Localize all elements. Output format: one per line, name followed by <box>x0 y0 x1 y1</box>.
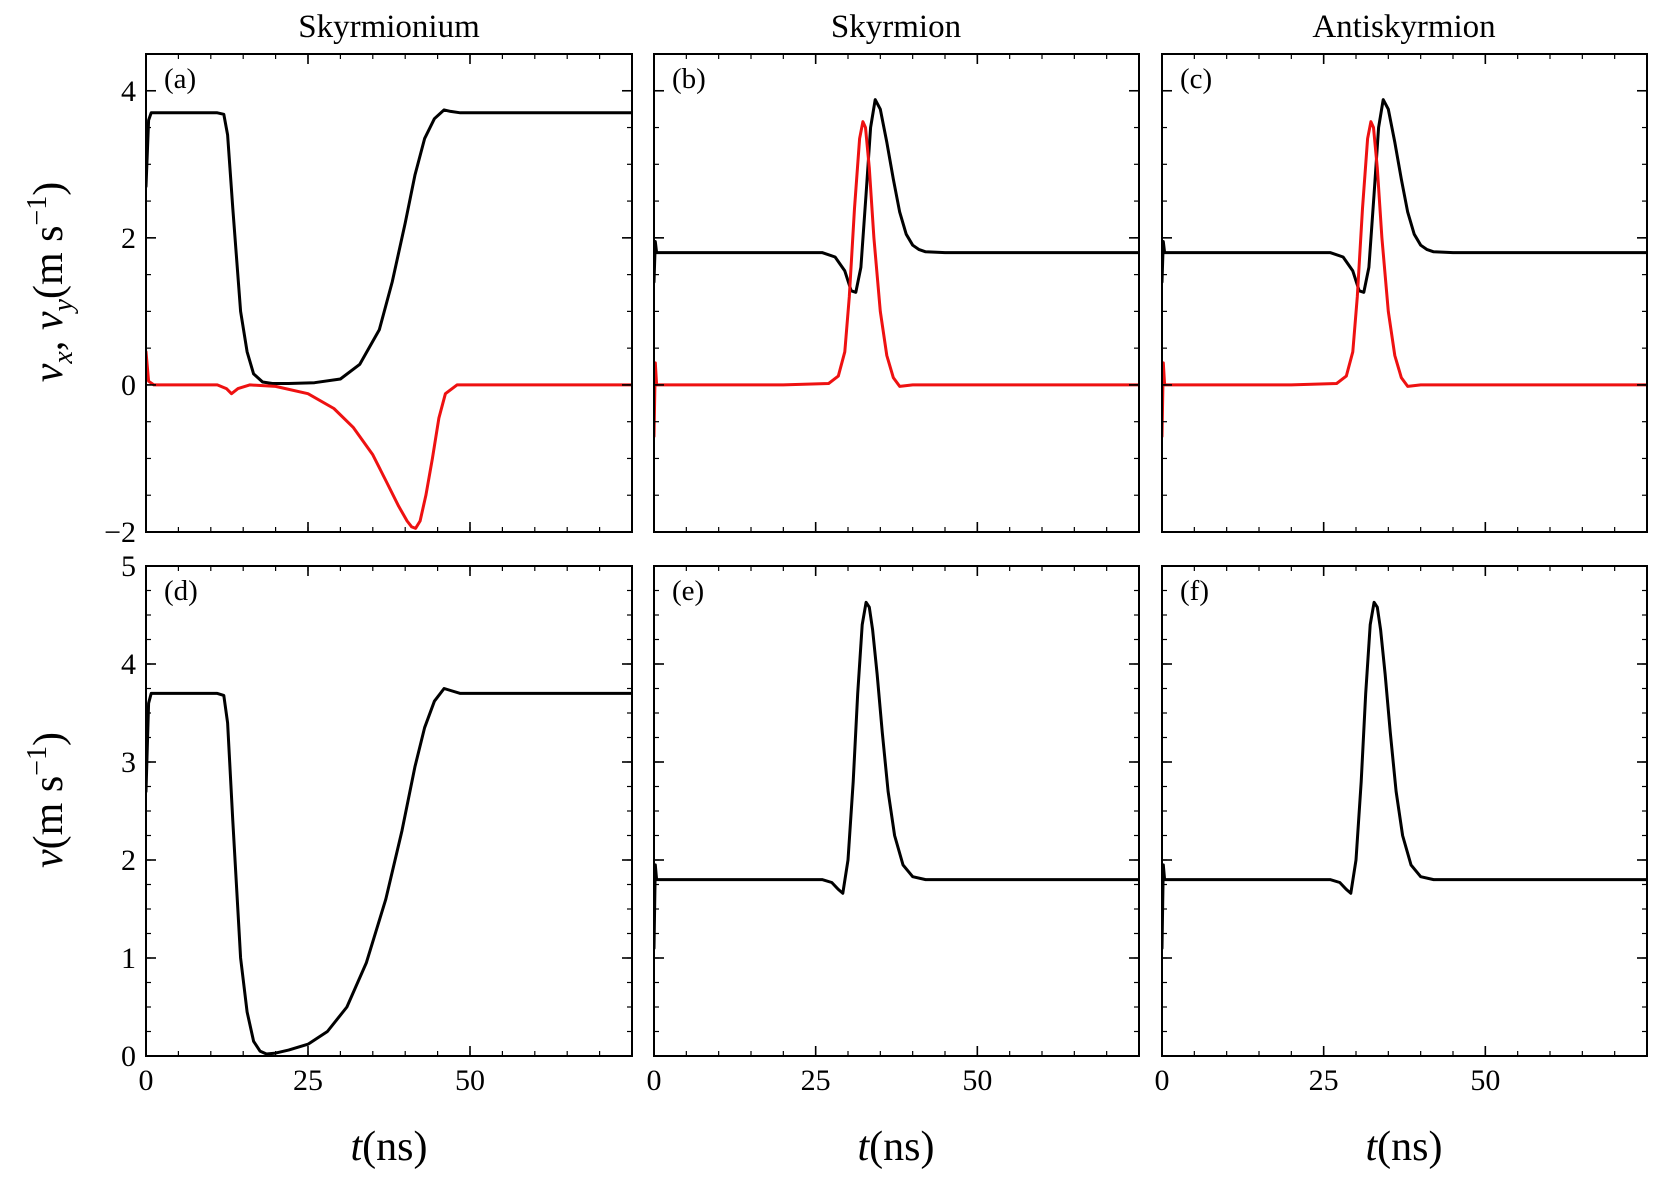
panel-label-b: (b) <box>672 63 706 95</box>
y-tick-label: 0 <box>121 369 136 402</box>
y-label-bottom-unit-exp: −1 <box>22 746 53 776</box>
y-label-top-unit-close: ) <box>26 182 72 196</box>
y-label-bottom-v: v <box>26 849 72 868</box>
panel-c: (c) <box>1161 53 1648 533</box>
series-line-red-b <box>654 120 1139 438</box>
series-line-black-b <box>654 98 1139 294</box>
plot-frame <box>653 53 1140 533</box>
plot-frame <box>1161 53 1648 533</box>
column-title-skyrmionium: Skyrmionium <box>298 9 480 45</box>
y-tick-label: 5 <box>121 550 136 583</box>
panel-d: 0 25 50 0 1 2 3 4 5 (d) <box>121 550 633 1097</box>
series-line-black-c <box>1162 98 1647 294</box>
y-tick-label: 2 <box>121 222 136 255</box>
series-line-black-a <box>146 108 632 385</box>
x-tick-label: 25 <box>801 1064 831 1097</box>
x-tick-label: 0 <box>1155 1064 1170 1097</box>
plot-frame <box>145 565 633 1057</box>
panel-b: (b) <box>653 53 1140 533</box>
x-label-unit: (ns) <box>1377 1124 1442 1170</box>
x-label-t: t <box>858 1124 871 1170</box>
y-label-top-v1: v <box>26 363 72 382</box>
panel-f: 0 25 50 (f) <box>1155 565 1648 1097</box>
y-label-top-sep: , <box>26 330 72 351</box>
x-tick-label: 25 <box>1309 1064 1339 1097</box>
panel-e: 0 25 50 (e) <box>647 565 1140 1097</box>
series-line-black-e <box>654 600 1139 950</box>
plot-frame <box>653 565 1140 1057</box>
x-label-unit: (ns) <box>362 1124 427 1170</box>
column-title-skyrmion: Skyrmion <box>831 9 961 45</box>
panel-a: −2 0 2 4 (a) <box>104 53 633 549</box>
series-line-red-a <box>146 350 632 530</box>
y-tick-label: 4 <box>121 75 136 108</box>
x-axis-label-col1: t(ns) <box>351 1124 428 1170</box>
x-axis-label-col3: t(ns) <box>1366 1124 1443 1170</box>
y-label-top-unit-exp: −1 <box>22 196 53 226</box>
x-label-unit: (ns) <box>869 1124 934 1170</box>
y-label-top-unit-open: (m s <box>26 226 72 300</box>
plot-frame <box>1161 565 1648 1057</box>
series-line-red-c <box>1162 120 1647 438</box>
panel-label-a: (a) <box>164 63 196 95</box>
panel-label-c: (c) <box>1180 63 1212 95</box>
y-tick-label: 0 <box>121 1040 136 1073</box>
panel-label-d: (d) <box>164 575 198 607</box>
x-tick-label: 0 <box>647 1064 662 1097</box>
y-label-top-v2: v <box>26 311 72 330</box>
y-tick-label: 3 <box>121 746 136 779</box>
panel-label-f: (f) <box>1180 575 1209 607</box>
panels: −2 0 2 4 (a) (b) (c) 0 25 50 0 1 2 3 4 5 (d) 0 25 50 (e) 0 25 5… <box>104 53 1648 1097</box>
x-tick-label: 0 <box>139 1064 154 1097</box>
x-tick-label: 50 <box>1470 1064 1500 1097</box>
y-tick-label: 2 <box>121 844 136 877</box>
y-label-bottom-unit-open: (m s <box>26 776 72 850</box>
y-axis-label-bottom: v(m s−1) <box>22 732 72 868</box>
x-axis-label-col2: t(ns) <box>858 1124 935 1170</box>
column-title-antiskyrmion: Antiskyrmion <box>1312 9 1495 45</box>
y-tick-label: 1 <box>121 942 136 975</box>
x-tick-label: 50 <box>962 1064 992 1097</box>
series-line-black-f <box>1162 600 1647 950</box>
y-label-top-sub-y: y <box>48 298 79 314</box>
y-label-bottom-unit-close: ) <box>26 732 72 746</box>
y-tick-label: 4 <box>121 648 136 681</box>
y-label-top-sub-x: x <box>48 351 79 365</box>
panel-label-e: (e) <box>672 575 704 607</box>
x-label-t: t <box>1366 1124 1379 1170</box>
plot-frame <box>145 53 633 533</box>
series-line-black-d <box>146 687 632 1056</box>
y-tick-label: −2 <box>104 516 136 549</box>
x-tick-label: 50 <box>455 1064 485 1097</box>
x-label-t: t <box>351 1124 364 1170</box>
y-axis-label-top: vx, vy(m s−1) <box>22 182 79 382</box>
x-tick-label: 25 <box>293 1064 323 1097</box>
